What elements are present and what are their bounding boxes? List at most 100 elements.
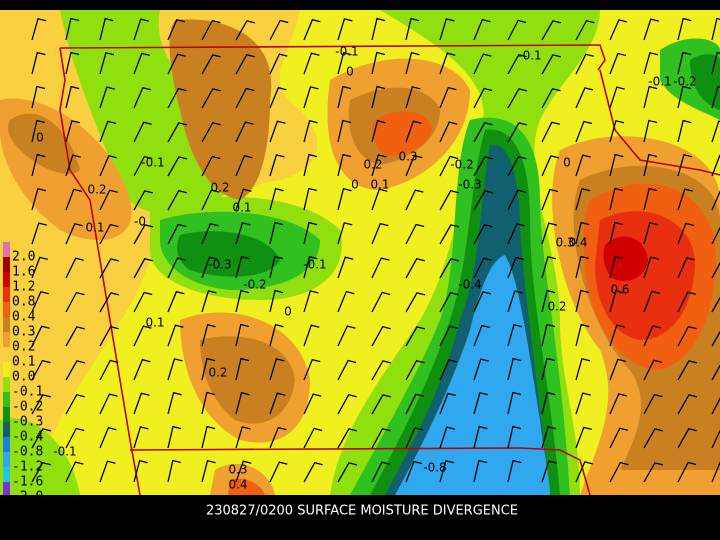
wind-barb <box>167 87 187 109</box>
wind-barb <box>473 87 493 109</box>
wind-barb <box>65 223 83 245</box>
legend-swatch <box>3 257 10 272</box>
wind-barb <box>167 156 188 177</box>
wind-barb <box>133 190 153 211</box>
wind-barb <box>99 258 119 279</box>
wind-barb <box>303 462 323 483</box>
wind-barb <box>65 360 86 381</box>
wind-barb <box>609 290 625 313</box>
wind-barb <box>405 460 423 483</box>
wind-barb <box>677 360 698 381</box>
contour-label: 0.3 <box>398 150 417 164</box>
wind-barb <box>643 119 658 143</box>
wind-barb <box>473 358 489 381</box>
wind-barb <box>711 51 720 75</box>
wind-barb <box>133 392 150 415</box>
legend-swatch <box>3 452 10 467</box>
wind-barb <box>337 85 352 109</box>
wind-barb <box>303 255 318 279</box>
wind-barb <box>371 291 391 313</box>
state-borders <box>59 44 720 496</box>
wind-barb <box>507 256 525 279</box>
contour-label: 0 <box>563 156 571 170</box>
legend-label: -1.6 <box>12 475 43 490</box>
wind-barb <box>31 18 47 41</box>
wind-barb <box>201 222 219 245</box>
wind-barb <box>575 188 591 211</box>
wind-barb <box>643 85 658 109</box>
wind-barb <box>235 426 251 449</box>
wind-barb <box>65 51 80 75</box>
wind-barb <box>677 291 696 313</box>
wind-barb <box>133 87 151 109</box>
wind-barb <box>65 120 81 143</box>
contour-label: 0 <box>351 178 359 192</box>
wind-barb <box>575 323 590 347</box>
wind-barb <box>473 53 492 75</box>
wind-barb <box>609 358 626 381</box>
wind-barb <box>507 459 522 483</box>
wind-barb <box>31 188 47 211</box>
wind-barb <box>507 88 528 109</box>
wind-barb <box>201 256 218 279</box>
wind-barb <box>201 391 215 415</box>
wind-barb <box>439 190 459 211</box>
wind-barb <box>677 257 695 279</box>
contour-label: -0.1 <box>303 258 326 272</box>
wind-barb <box>99 326 119 347</box>
contour-label: 0.2 <box>87 183 106 197</box>
legend-label: -0.3 <box>12 415 43 430</box>
wind-barb <box>711 120 720 143</box>
wind-barb <box>473 459 488 483</box>
wind-barb <box>303 187 317 211</box>
wind-barb <box>133 258 153 279</box>
wind-barb <box>235 188 252 211</box>
wind-barb <box>167 358 183 381</box>
wind-barb <box>269 154 285 177</box>
wind-barb <box>201 122 221 143</box>
legend-swatch <box>3 467 10 482</box>
wind-barb <box>609 324 625 347</box>
wind-barb <box>65 257 84 279</box>
wind-barb <box>711 364 720 381</box>
wind-barb <box>269 323 284 347</box>
wind-barb <box>269 255 283 279</box>
wind-barb <box>269 86 287 109</box>
wind-barb <box>65 154 81 177</box>
wind-barb <box>303 427 323 449</box>
wind-barb <box>609 19 628 41</box>
wind-barb <box>439 392 457 415</box>
wind-barb <box>303 153 318 177</box>
wind-barb <box>99 359 119 381</box>
wind-barb <box>133 52 150 75</box>
wind-barb <box>609 86 625 109</box>
wind-barb <box>677 17 692 41</box>
wind-barb <box>371 222 389 245</box>
wind-barb <box>133 121 152 143</box>
wind-barb <box>439 258 460 279</box>
wind-barb <box>235 222 251 245</box>
wind-barb <box>337 256 354 279</box>
wind-barb <box>643 256 659 279</box>
wind-barb <box>167 290 185 313</box>
legend-label: 1.6 <box>12 265 35 280</box>
wind-barb <box>337 187 352 211</box>
wind-barb <box>575 221 590 245</box>
wind-barb <box>507 155 527 177</box>
wind-barb <box>235 289 250 313</box>
wind-barb <box>235 460 252 483</box>
wind-barb <box>371 257 390 279</box>
wind-barb <box>677 428 697 449</box>
wind-barb <box>711 261 720 279</box>
wind-barb <box>541 20 562 41</box>
legend-swatch <box>3 272 10 287</box>
wind-barb <box>711 429 720 449</box>
wind-barb <box>473 122 493 143</box>
wind-barb <box>303 18 321 41</box>
wind-barb <box>507 122 528 143</box>
wind-barb <box>269 120 286 143</box>
wind-barb <box>507 324 523 347</box>
wind-barb <box>541 289 556 313</box>
wind-barb <box>541 54 562 75</box>
